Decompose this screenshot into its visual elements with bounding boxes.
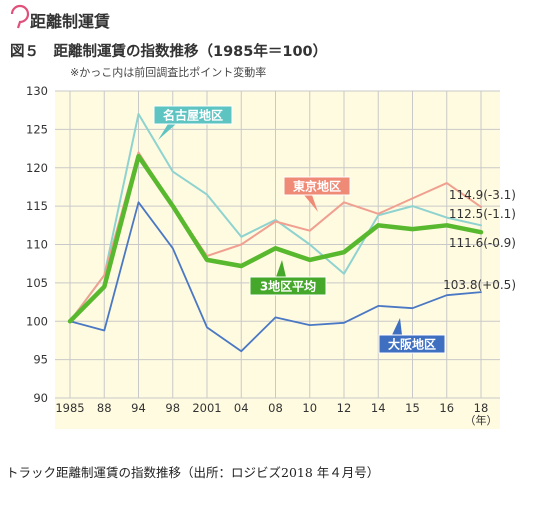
x-tick-label: 18 <box>474 401 489 415</box>
y-tick-label: 95 <box>33 353 48 367</box>
grid-lines <box>55 90 500 399</box>
x-tick-label: 2001 <box>192 401 221 415</box>
end-value-label: 112.5(-1.1) <box>449 207 516 221</box>
series-label-2: 3地区平均 <box>249 260 327 296</box>
series-lines <box>67 113 484 353</box>
x-tick-label: 10 <box>302 401 317 415</box>
y-tick-label: 100 <box>26 314 48 328</box>
y-tick-label: 105 <box>26 276 48 290</box>
series-label-3: 大阪地区 <box>378 318 446 354</box>
y-axis-ticks: 90 95 100 105 110 115 120 125 130 <box>26 84 48 405</box>
x-tick-label: 1985 <box>55 401 84 415</box>
label-pointer <box>392 318 402 335</box>
x-tick-label: 98 <box>165 401 180 415</box>
x-tick-label: 12 <box>337 401 352 415</box>
label-box <box>153 105 233 125</box>
figure-title: 図５ 距離制運賃の指数推移（1985年＝100） <box>10 42 327 60</box>
end-annotations: 114.9(-3.1) 112.5(-1.1) 111.6(-0.9) 103.8(+… <box>443 188 516 292</box>
x-tick-label: 08 <box>268 401 283 415</box>
y-tick-label: 115 <box>26 199 48 213</box>
series-line-3 <box>69 201 482 353</box>
series-name: 名古屋地区 <box>163 108 223 123</box>
series-name: 3地区平均 <box>260 279 316 294</box>
x-tick-label: 16 <box>439 401 454 415</box>
label-box <box>283 176 351 196</box>
y-tick-label: 90 <box>33 391 48 405</box>
y-tick-label: 130 <box>26 84 48 98</box>
series-label-1: 東京地区 <box>283 176 351 212</box>
end-value-label: 114.9(-3.1) <box>449 188 516 202</box>
x-tick-label: 14 <box>371 401 386 415</box>
label-pointer <box>304 195 318 212</box>
x-tick-label: 88 <box>97 401 112 415</box>
series-line-1 <box>69 151 482 323</box>
end-value-label: 103.8(+0.5) <box>443 278 516 292</box>
y-tick-label: 120 <box>26 161 48 175</box>
plot-background <box>55 91 500 429</box>
label-pointer <box>158 124 176 140</box>
x-axis-unit: （年） <box>465 413 498 427</box>
figure-caption: トラック距離制運賃の指数推移（出所：ロジビズ2018 年４月号） <box>6 465 380 480</box>
figure-note: ※かっこ内は前回調査比ポイント変動率 <box>70 65 266 79</box>
x-tick-label: 94 <box>131 401 146 415</box>
x-tick-label: 15 <box>405 401 420 415</box>
x-axis-ticks: 1985 88 94 98 2001 04 08 10 12 14 15 16 18 <box>55 401 488 415</box>
label-box <box>378 334 446 354</box>
section-header: 距離制運賃 <box>10 4 110 31</box>
label-pointer <box>276 260 286 277</box>
chart-figure: 距離制運賃 図５ 距離制運賃の指数推移（1985年＝100） ※かっこ内は前回調… <box>10 4 516 429</box>
series-name: 大阪地区 <box>388 337 436 352</box>
label-box <box>249 276 327 296</box>
end-value-label: 111.6(-0.9) <box>449 236 516 250</box>
series-label-0: 名古屋地区 <box>153 105 233 140</box>
series-name: 東京地区 <box>293 179 341 194</box>
y-tick-label: 125 <box>26 122 48 136</box>
series-line-2 <box>67 153 484 324</box>
y-tick-label: 110 <box>26 238 48 252</box>
section-icon <box>10 4 30 29</box>
section-title: 距離制運賃 <box>30 12 110 31</box>
x-tick-label: 04 <box>234 401 249 415</box>
series-line-0 <box>69 113 482 323</box>
